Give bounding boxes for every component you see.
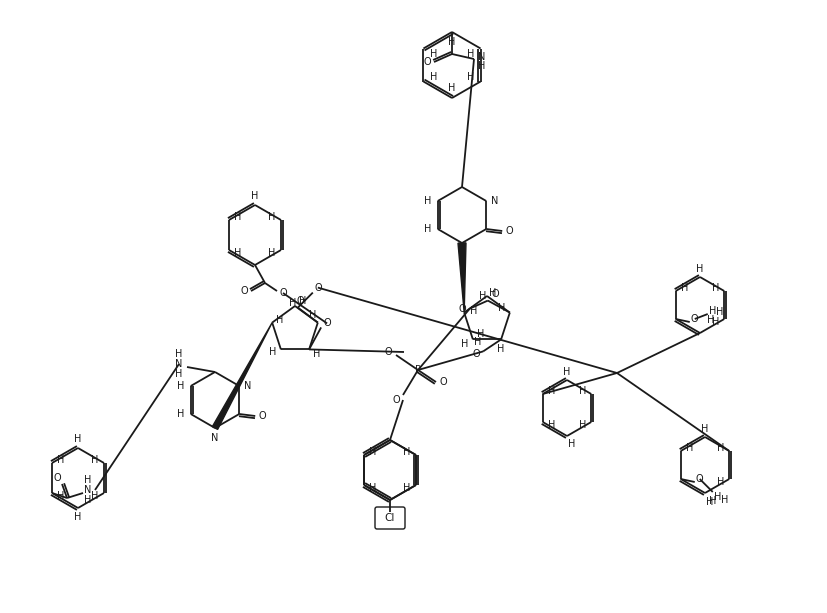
Text: H: H <box>423 196 431 206</box>
Text: H: H <box>578 386 586 396</box>
Text: H: H <box>720 495 728 505</box>
Text: O: O <box>296 296 304 306</box>
Text: H: H <box>91 455 98 465</box>
Text: H: H <box>175 349 183 359</box>
Text: H: H <box>423 224 431 234</box>
Text: O: O <box>504 226 513 236</box>
Polygon shape <box>457 243 466 313</box>
Text: H: H <box>562 367 570 377</box>
Text: H: H <box>369 447 376 457</box>
Text: H: H <box>177 409 184 419</box>
Text: H: H <box>447 37 455 47</box>
Text: H: H <box>547 386 555 396</box>
Text: O: O <box>690 314 698 324</box>
Text: H: H <box>403 483 410 493</box>
Text: H: H <box>547 420 555 430</box>
Text: O: O <box>696 474 703 484</box>
Text: H: H <box>476 329 484 340</box>
Text: N: N <box>211 433 218 443</box>
Text: H: H <box>276 314 284 325</box>
Text: H: H <box>474 337 481 348</box>
Text: O: O <box>258 411 265 421</box>
Text: H: H <box>308 310 316 319</box>
Text: H: H <box>74 434 82 444</box>
Text: H: H <box>478 61 485 71</box>
Text: N: N <box>243 381 251 391</box>
Text: O: O <box>323 318 331 329</box>
Text: H: H <box>578 420 586 430</box>
Text: O: O <box>384 347 391 357</box>
Polygon shape <box>212 322 272 430</box>
FancyBboxPatch shape <box>375 507 404 529</box>
Text: H: H <box>369 483 376 493</box>
Text: H: H <box>57 491 65 501</box>
Text: H: H <box>269 348 276 357</box>
Text: H: H <box>715 477 723 487</box>
Text: H: H <box>700 424 708 434</box>
Text: H: H <box>251 191 258 201</box>
Text: H: H <box>461 340 468 349</box>
Text: O: O <box>279 288 286 298</box>
Text: H: H <box>696 264 703 274</box>
Text: N: N <box>84 485 92 495</box>
Text: N: N <box>175 359 183 369</box>
Text: H: H <box>74 512 82 522</box>
Text: H: H <box>447 83 455 93</box>
Text: H: H <box>91 491 98 501</box>
Text: N: N <box>490 196 497 206</box>
Text: H: H <box>466 72 474 82</box>
Text: H: H <box>313 349 320 359</box>
Text: N: N <box>478 52 485 62</box>
Text: H: H <box>84 495 92 505</box>
Text: H: H <box>708 306 715 316</box>
Text: H: H <box>177 381 184 391</box>
Text: H: H <box>429 72 437 82</box>
Text: O: O <box>392 395 399 405</box>
Text: H: H <box>470 306 477 316</box>
Text: H: H <box>299 295 306 306</box>
Text: N: N <box>458 248 465 258</box>
Text: O: O <box>313 283 321 292</box>
Text: H: H <box>403 447 410 457</box>
Text: H: H <box>175 369 183 379</box>
Text: H: H <box>268 212 275 222</box>
Text: H: H <box>268 248 275 258</box>
Text: H: H <box>479 291 486 300</box>
Text: H: H <box>710 317 718 327</box>
Text: H: H <box>686 443 692 453</box>
Text: H: H <box>710 283 718 293</box>
Text: O: O <box>240 286 247 296</box>
Text: H: H <box>489 287 496 297</box>
Text: H: H <box>429 48 437 58</box>
Text: H: H <box>497 345 504 354</box>
Text: H: H <box>709 496 716 506</box>
Text: H: H <box>466 48 474 58</box>
Text: H: H <box>289 297 296 308</box>
Text: O: O <box>471 349 480 359</box>
Text: O: O <box>457 303 465 314</box>
Text: H: H <box>567 439 575 449</box>
Text: H: H <box>715 307 723 317</box>
Text: H: H <box>234 248 241 258</box>
Text: O: O <box>53 473 60 483</box>
Text: H: H <box>705 497 713 507</box>
Text: P: P <box>414 365 420 375</box>
Text: H: H <box>498 303 505 313</box>
Text: O: O <box>423 57 430 67</box>
Text: H: H <box>681 283 687 293</box>
Text: Cl: Cl <box>385 513 394 523</box>
Text: H: H <box>715 443 723 453</box>
Text: H: H <box>84 475 92 485</box>
Text: O: O <box>438 377 447 387</box>
Text: O: O <box>490 289 498 299</box>
Text: H: H <box>234 212 241 222</box>
Text: H: H <box>57 455 65 465</box>
Text: H: H <box>706 315 714 325</box>
Text: H: H <box>713 492 720 502</box>
